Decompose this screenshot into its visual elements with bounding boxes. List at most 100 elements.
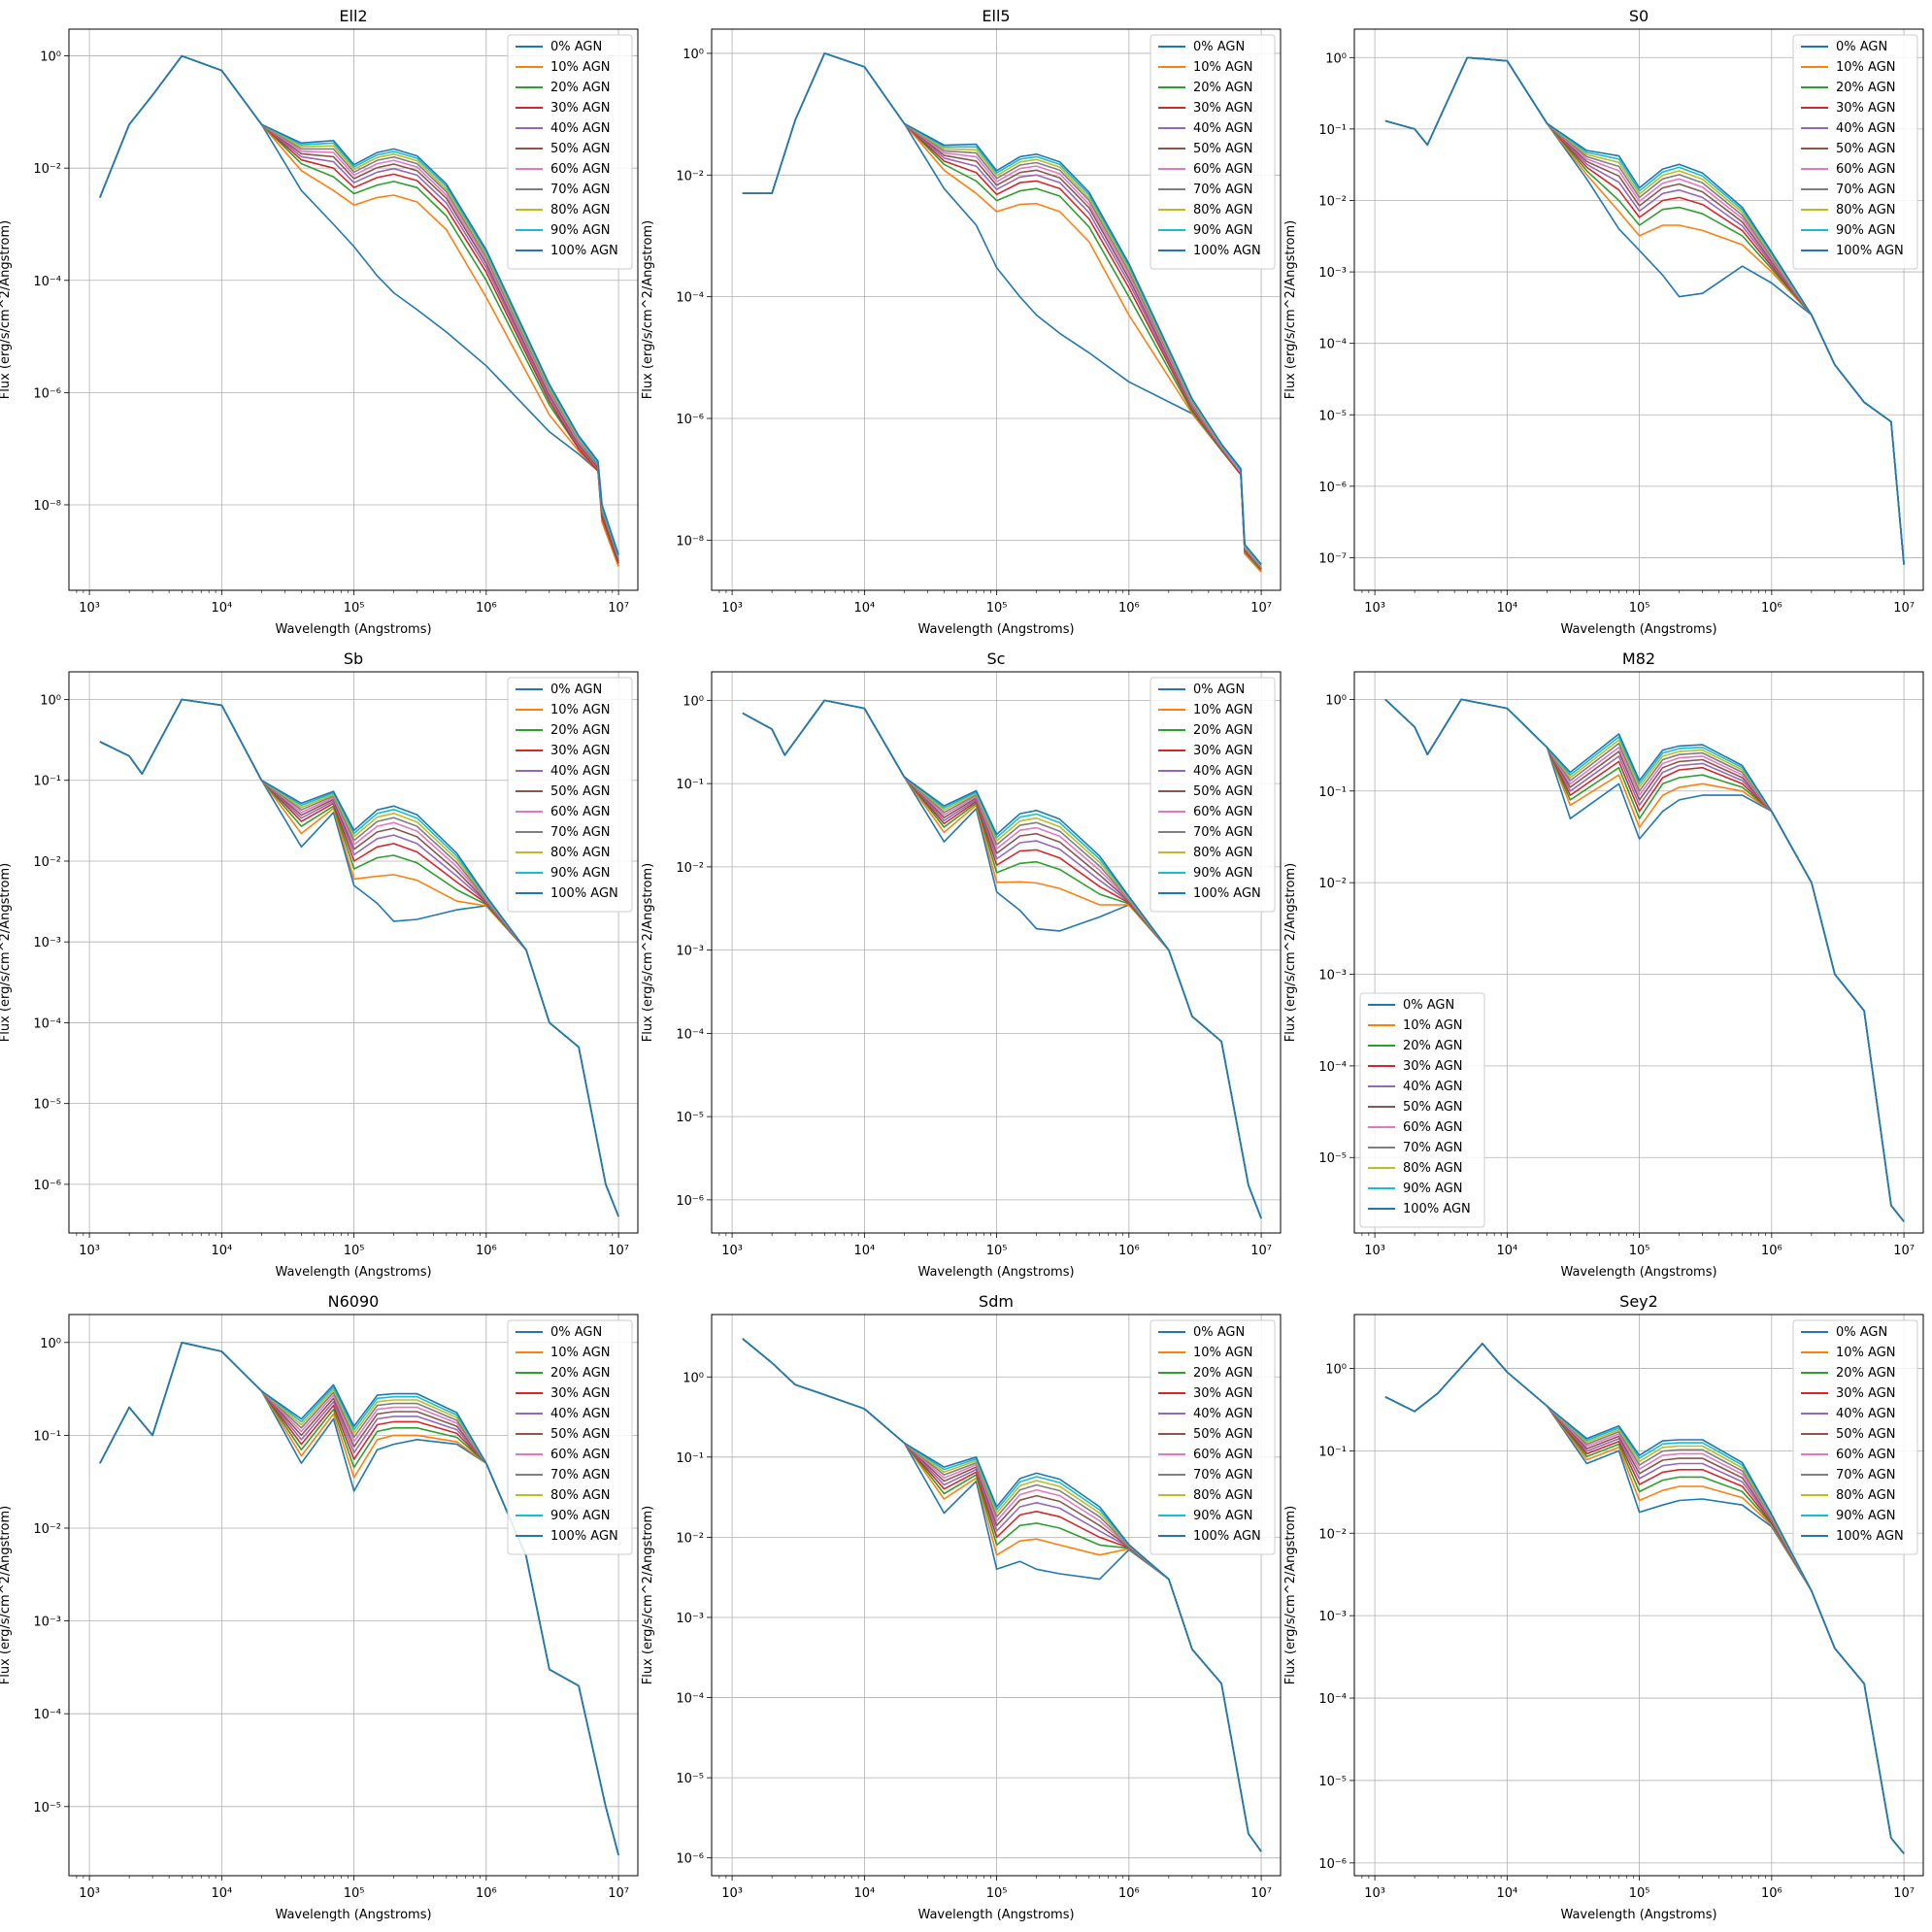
legend-entry: 20% AGN bbox=[1836, 81, 1896, 95]
x-tick-label: 10⁴ bbox=[1496, 601, 1517, 616]
x-tick-label: 10³ bbox=[721, 601, 743, 616]
y-tick-label: 10⁻⁵ bbox=[676, 1111, 704, 1125]
legend-entry: 80% AGN bbox=[550, 1488, 611, 1503]
y-tick-label: 10⁻² bbox=[676, 169, 704, 183]
legend-entry: 40% AGN bbox=[1836, 1407, 1896, 1421]
subplot-ell5: Ell5 10³ 10⁴ 10⁵ 10⁶ 10⁷ 10⁻⁸ 10⁻⁶ 10⁻⁴ 10⁻² 10⁰ Wa… bbox=[641, 7, 1282, 637]
y-tick-label: 10⁻² bbox=[676, 861, 704, 876]
legend-entry: 10% AGN bbox=[550, 60, 611, 75]
legend-entry: 20% AGN bbox=[1193, 1366, 1253, 1381]
legend-entry: 80% AGN bbox=[550, 203, 611, 217]
y-tick-label: 10⁰ bbox=[683, 1371, 704, 1385]
subplot-sdm: Sdm 10³ 10⁴ 10⁵ 10⁶ 10⁷ 10⁻⁶ 10⁻⁵ 10⁻⁴ 10⁻³ 10⁻² 10… bbox=[641, 1292, 1282, 1922]
x-axis-label: Wavelength (Angstroms) bbox=[1560, 1908, 1716, 1922]
x-tick-label: 10⁷ bbox=[608, 1244, 629, 1258]
x-tick-label: 10⁶ bbox=[1761, 1886, 1782, 1901]
legend-entry: 10% AGN bbox=[550, 703, 611, 717]
y-tick-label: 10⁻⁴ bbox=[33, 275, 61, 289]
legend-entry: 0% AGN bbox=[550, 40, 602, 54]
subplot-n6090: N6090 10³ 10⁴ 10⁵ 10⁶ 10⁷ 10⁻⁵ 10⁻⁴ 10⁻³ 10⁻² 10⁻¹… bbox=[0, 1292, 639, 1922]
legend-entry: 70% AGN bbox=[1403, 1141, 1463, 1155]
axes-frame bbox=[68, 28, 639, 591]
x-tick-label: 10⁷ bbox=[1250, 1244, 1272, 1258]
y-tick-label: 10⁻² bbox=[33, 162, 61, 177]
series-group bbox=[742, 1338, 1262, 1852]
x-tick-label: 10⁵ bbox=[344, 601, 365, 616]
legend-entry: 50% AGN bbox=[1193, 142, 1253, 156]
y-tick-label: 10⁻⁴ bbox=[1318, 1692, 1347, 1707]
y-tick-label: 10⁰ bbox=[40, 1337, 61, 1351]
legend: 0% AGN 10% AGN 20% AGN 30% AGN 40% AGN 50% AG… bbox=[1149, 34, 1276, 270]
x-tick-label: 10⁵ bbox=[986, 1244, 1008, 1258]
y-axis-label: Flux (erg/s/cm^2/Angstrom) bbox=[641, 220, 655, 399]
subplot-s0: S0 10³ 10⁴ 10⁵ 10⁶ 10⁷ 10⁻⁷ 10⁻⁶ 10⁻⁵ 10⁻⁴ 10⁻³ 10⁻… bbox=[1283, 7, 1924, 637]
x-tick-label: 10⁶ bbox=[1118, 1244, 1140, 1258]
legend-entry: 0% AGN bbox=[1193, 683, 1245, 697]
x-tick-label: 10⁴ bbox=[853, 601, 875, 616]
legend-entry: 60% AGN bbox=[550, 162, 611, 177]
x-axis-label: Wavelength (Angstroms) bbox=[1560, 1265, 1716, 1280]
x-tick-label: 10⁷ bbox=[1250, 1886, 1272, 1901]
x-tick-label: 10⁶ bbox=[1118, 601, 1140, 616]
legend-entry: 90% AGN bbox=[1403, 1182, 1463, 1196]
legend-entry: 30% AGN bbox=[1193, 744, 1253, 758]
legend-entry: 70% AGN bbox=[1193, 825, 1253, 840]
y-tick-label: 10⁻² bbox=[676, 1531, 704, 1546]
legend-entry: 50% AGN bbox=[550, 142, 611, 156]
y-tick-label: 10⁻² bbox=[1318, 877, 1347, 891]
x-tick-label: 10⁴ bbox=[853, 1886, 875, 1901]
legend-entry: 70% AGN bbox=[550, 825, 611, 840]
legend-entry: 70% AGN bbox=[1836, 183, 1896, 197]
legend-entry: 70% AGN bbox=[550, 183, 611, 197]
y-tick-label: 10⁻⁴ bbox=[676, 291, 704, 306]
axes-frame bbox=[68, 671, 639, 1234]
legend-entry: 50% AGN bbox=[1836, 142, 1896, 156]
y-tick-label: 10⁻⁶ bbox=[676, 1194, 704, 1209]
legend-entry: 10% AGN bbox=[1193, 60, 1253, 75]
x-axis-label: Wavelength (Angstroms) bbox=[275, 1908, 431, 1922]
y-tick-label: 10⁻³ bbox=[33, 1616, 61, 1630]
y-tick-label: 10⁻⁸ bbox=[676, 534, 704, 549]
series-line-100pct-agn bbox=[99, 698, 619, 1217]
legend-entry: 90% AGN bbox=[1836, 223, 1896, 238]
legend: 0% AGN 10% AGN 20% AGN 30% AGN 40% AGN 50% AG… bbox=[1359, 992, 1485, 1228]
legend-entry: 90% AGN bbox=[1836, 1509, 1896, 1523]
legend: 0% AGN 10% AGN 20% AGN 30% AGN 40% AGN 50% AG… bbox=[507, 677, 633, 913]
x-tick-label: 10⁵ bbox=[986, 1886, 1008, 1901]
y-tick-label: 10⁰ bbox=[1325, 693, 1347, 708]
axes-frame bbox=[68, 1314, 639, 1877]
y-tick-label: 10⁻³ bbox=[676, 945, 704, 959]
series-line-100pct-agn bbox=[1384, 1343, 1905, 1854]
subplot-title: S0 bbox=[1629, 7, 1649, 25]
subplot-ell2: Ell2 10³ 10⁴ 10⁵ 10⁶ 10⁷ 10⁻⁸ 10⁻⁶ 10⁻⁴ 10⁻² 10⁰ Wa… bbox=[0, 7, 639, 637]
legend-entry: 100% AGN bbox=[1193, 886, 1261, 901]
y-tick-label: 10⁻¹ bbox=[676, 1451, 704, 1466]
x-tick-label: 10⁶ bbox=[476, 1244, 497, 1258]
legend-entry: 60% AGN bbox=[1193, 1448, 1253, 1462]
series-line-100pct-agn bbox=[99, 54, 619, 555]
axes-frame bbox=[711, 1314, 1282, 1877]
legend-entry: 40% AGN bbox=[1193, 121, 1253, 136]
legend-entry: 0% AGN bbox=[1403, 998, 1454, 1013]
legend-entry: 0% AGN bbox=[550, 683, 602, 697]
y-axis-label: Flux (erg/s/cm^2/Angstrom) bbox=[1283, 1506, 1298, 1684]
subplot-title: N6090 bbox=[328, 1292, 380, 1311]
x-tick-label: 10³ bbox=[721, 1886, 743, 1901]
x-tick-label: 10³ bbox=[1364, 1886, 1385, 1901]
x-tick-label: 10⁴ bbox=[211, 601, 232, 616]
x-tick-label: 10⁵ bbox=[344, 1244, 365, 1258]
x-tick-label: 10³ bbox=[1364, 1244, 1385, 1258]
legend: 0% AGN 10% AGN 20% AGN 30% AGN 40% AGN 50% AG… bbox=[507, 34, 633, 270]
x-tick-label: 10³ bbox=[79, 1886, 100, 1901]
x-tick-label: 10⁵ bbox=[1629, 601, 1650, 616]
legend-entry: 20% AGN bbox=[1193, 81, 1253, 95]
legend-entry: 50% AGN bbox=[550, 784, 611, 799]
x-tick-label: 10⁴ bbox=[853, 1244, 875, 1258]
x-tick-label: 10⁴ bbox=[1496, 1886, 1517, 1901]
y-tick-label: 10⁻¹ bbox=[33, 1429, 61, 1444]
legend-entry: 0% AGN bbox=[1193, 40, 1245, 54]
subplot-title: Sb bbox=[344, 650, 363, 668]
series-group bbox=[742, 52, 1262, 573]
y-tick-label: 10⁻¹ bbox=[1318, 785, 1347, 800]
